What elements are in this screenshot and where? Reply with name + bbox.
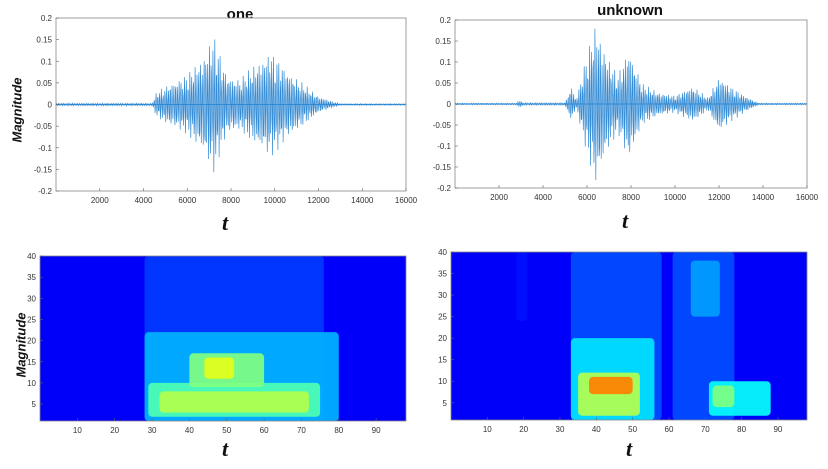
y-tick-label: -0.1 [437, 142, 451, 151]
y-tick-label: -0.2 [437, 184, 451, 193]
y-tick-label: 20 [438, 334, 447, 343]
y-tick-label: 30 [438, 291, 447, 300]
heatmap-cell [690, 260, 720, 317]
y-tick-label: 35 [438, 270, 447, 279]
spectrogram-chart-unknown: 10 20 30 40 50 60 70 80 90 5 10 15 20 25 30 35 40 [438, 248, 808, 434]
waveform-series [454, 28, 808, 181]
x-tick-label: 6000 [578, 193, 596, 202]
x-tick-label: 10000 [664, 193, 687, 202]
plot-frame [450, 251, 808, 421]
plot-frame [39, 255, 407, 422]
y-tick-label: 0 [48, 101, 53, 110]
spectrogram-chart-one: 10 20 30 40 50 60 70 80 90 5 10 15 20 25 30 35 40 [27, 252, 407, 435]
y-tick-label: 0 [447, 100, 452, 109]
x-tick-label: 20 [110, 426, 119, 435]
y-tick-label: 0.05 [435, 79, 451, 88]
x-tick-label: 12000 [708, 193, 731, 202]
x-tick-label: 30 [148, 426, 157, 435]
heatmap-cell [204, 357, 235, 379]
waveform-chart-unknown: 2000 4000 6000 8000 10000 12000 14000 16000 -0.2… [433, 16, 819, 202]
x-tick-label: 4000 [135, 196, 153, 205]
x-tick-label: 12000 [307, 196, 330, 205]
x-tick-label: 8000 [622, 193, 640, 202]
y-tick-label: 40 [438, 248, 447, 257]
x-tick-label: 50 [222, 426, 231, 435]
x-tick-label: 16000 [796, 193, 819, 202]
waveform-series [55, 39, 407, 173]
heatmap-cell [712, 385, 735, 408]
x-tick-label: 60 [665, 425, 674, 434]
x-tick-label: 8000 [222, 196, 240, 205]
x-tick-label: 90 [773, 425, 782, 434]
y-tick-label: 0.15 [435, 37, 451, 46]
heatmap-cell [589, 376, 633, 395]
y-tick-label: -0.05 [34, 122, 53, 131]
y-tick-label: -0.15 [34, 165, 53, 174]
x-tick-label: 70 [297, 426, 306, 435]
y-tick-label: 0.05 [36, 79, 52, 88]
waveform-chart-one: 2000 4000 6000 8000 10000 12000 14000 16000 -0.2… [34, 14, 418, 205]
x-tick-label: 10 [483, 425, 492, 434]
y-tick-label: 5 [443, 399, 448, 408]
x-tick-label: 10 [73, 426, 82, 435]
x-tick-label: 60 [260, 426, 269, 435]
x-tick-label: 4000 [534, 193, 552, 202]
x-tick-label: 90 [372, 426, 381, 435]
xlabel-spec-unknown: t [626, 436, 633, 461]
y-tick-label: 25 [438, 313, 447, 322]
x-tick-label: 80 [737, 425, 746, 434]
x-tick-label: 30 [556, 425, 565, 434]
x-tick-label: 40 [185, 426, 194, 435]
y-tick-label: 5 [32, 400, 37, 409]
y-tick-label: 20 [27, 337, 36, 346]
y-tick-label: -0.15 [433, 163, 452, 172]
heatmap-cell [516, 252, 528, 321]
x-tick-label: 50 [628, 425, 637, 434]
y-tick-label: 0.2 [41, 14, 53, 23]
y-tick-label: 10 [438, 377, 447, 386]
x-tick-label: 16000 [395, 196, 418, 205]
y-tick-label: 15 [438, 356, 447, 365]
x-tick-label: 10000 [264, 196, 287, 205]
xlabel-spec-one: t [222, 436, 229, 461]
y-tick-label: 35 [27, 273, 36, 282]
x-tick-label: 20 [519, 425, 528, 434]
y-tick-label: 40 [27, 252, 36, 261]
x-tick-label: 14000 [752, 193, 775, 202]
y-tick-label: 15 [27, 358, 36, 367]
x-tick-label: 14000 [351, 196, 374, 205]
x-tick-label: 2000 [490, 193, 508, 202]
y-tick-label: 0.1 [41, 57, 53, 66]
x-tick-label: 6000 [178, 196, 196, 205]
x-tick-label: 2000 [91, 196, 109, 205]
y-tick-label: 0.2 [440, 16, 452, 25]
y-tick-label: -0.1 [38, 144, 52, 153]
x-tick-label: 70 [701, 425, 710, 434]
y-tick-label: -0.05 [433, 121, 452, 130]
x-tick-label: 40 [592, 425, 601, 434]
y-tick-label: 0.15 [36, 36, 52, 45]
y-tick-label: 0.1 [440, 58, 452, 67]
heatmap-cell [159, 391, 309, 413]
y-tick-label: 10 [27, 379, 36, 388]
chart-title-unknown: unknown [597, 2, 663, 19]
y-tick-label: 30 [27, 294, 36, 303]
xlabel-wave-unknown: t [622, 208, 629, 233]
y-tick-label: -0.2 [38, 187, 52, 196]
xlabel-wave-one: t [222, 210, 229, 235]
x-tick-label: 80 [334, 426, 343, 435]
y-tick-label: 25 [27, 315, 36, 324]
